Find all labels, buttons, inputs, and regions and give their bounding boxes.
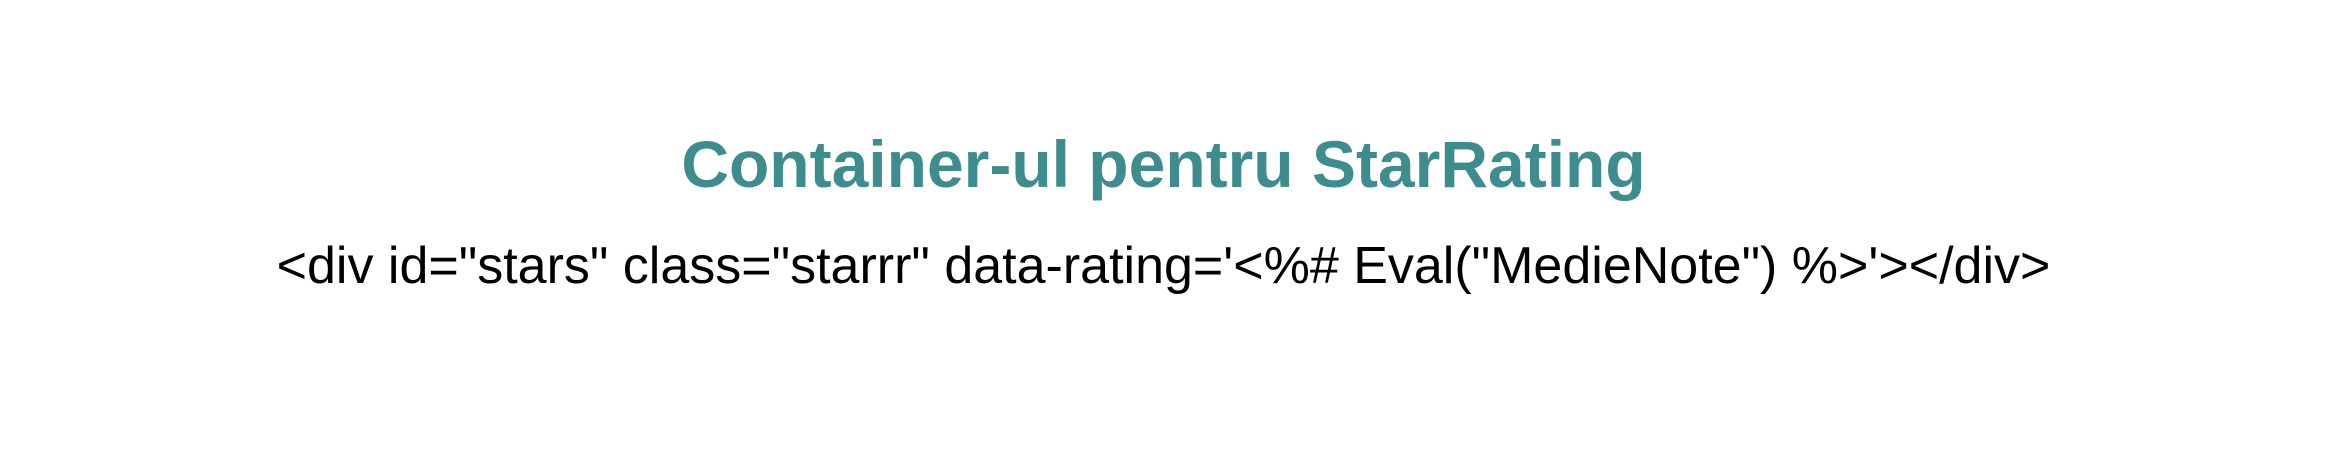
code-snippet: <div id="stars" class="starrr" data-rati… [276,237,2051,295]
slide-title: Container-ul pentru StarRating [681,127,1646,201]
